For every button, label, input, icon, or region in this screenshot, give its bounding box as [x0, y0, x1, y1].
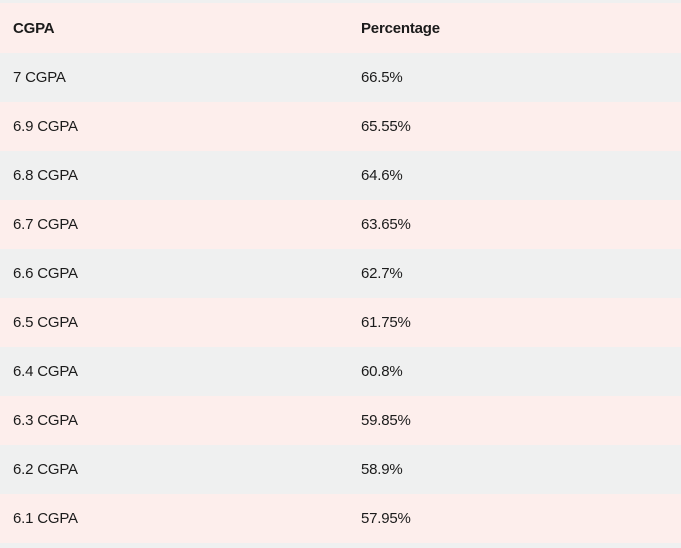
percentage-cell: 65.55% — [361, 118, 411, 135]
percentage-cell: 61.75% — [361, 314, 411, 331]
column-header-percentage: Percentage — [361, 19, 440, 37]
table-row: 6.7 CGPA 63.65% — [0, 200, 681, 249]
cropped-row-edge-top — [0, 0, 681, 3]
percentage-cell: 57.95% — [361, 510, 411, 527]
cgpa-cell: 6.6 CGPA — [13, 265, 78, 282]
table-row: 6.3 CGPA 59.85% — [0, 396, 681, 445]
percentage-cell: 66.5% — [361, 69, 403, 86]
table-row: 6.9 CGPA 65.55% — [0, 102, 681, 151]
percentage-cell: 58.9% — [361, 461, 403, 478]
cgpa-cell: 6.5 CGPA — [13, 314, 78, 331]
table-row: 7 CGPA 66.5% — [0, 53, 681, 102]
cgpa-cell: 7 CGPA — [13, 69, 66, 86]
cgpa-cell: 6.9 CGPA — [13, 118, 78, 135]
column-header-cgpa: CGPA — [13, 19, 55, 37]
percentage-cell: 64.6% — [361, 167, 403, 184]
cgpa-percentage-table: CGPA Percentage 7 CGPA 66.5% 6.9 CGPA 65… — [0, 3, 681, 543]
percentage-cell: 62.7% — [361, 265, 403, 282]
percentage-cell: 59.85% — [361, 412, 411, 429]
table-row: 6.2 CGPA 58.9% — [0, 445, 681, 494]
percentage-cell: 63.65% — [361, 216, 411, 233]
table-header-row: CGPA Percentage — [0, 3, 681, 53]
cgpa-cell: 6.4 CGPA — [13, 363, 78, 380]
table-row: 6.4 CGPA 60.8% — [0, 347, 681, 396]
table-row: 6.8 CGPA 64.6% — [0, 151, 681, 200]
table-row: 6.1 CGPA 57.95% — [0, 494, 681, 543]
cgpa-cell: 6.8 CGPA — [13, 167, 78, 184]
cgpa-cell: 6.2 CGPA — [13, 461, 78, 478]
table-row: 6.5 CGPA 61.75% — [0, 298, 681, 347]
cgpa-cell: 6.1 CGPA — [13, 510, 78, 527]
percentage-cell: 60.8% — [361, 363, 403, 380]
table-row: 6.6 CGPA 62.7% — [0, 249, 681, 298]
cropped-row-edge-bottom — [0, 543, 681, 548]
cgpa-cell: 6.3 CGPA — [13, 412, 78, 429]
cgpa-cell: 6.7 CGPA — [13, 216, 78, 233]
